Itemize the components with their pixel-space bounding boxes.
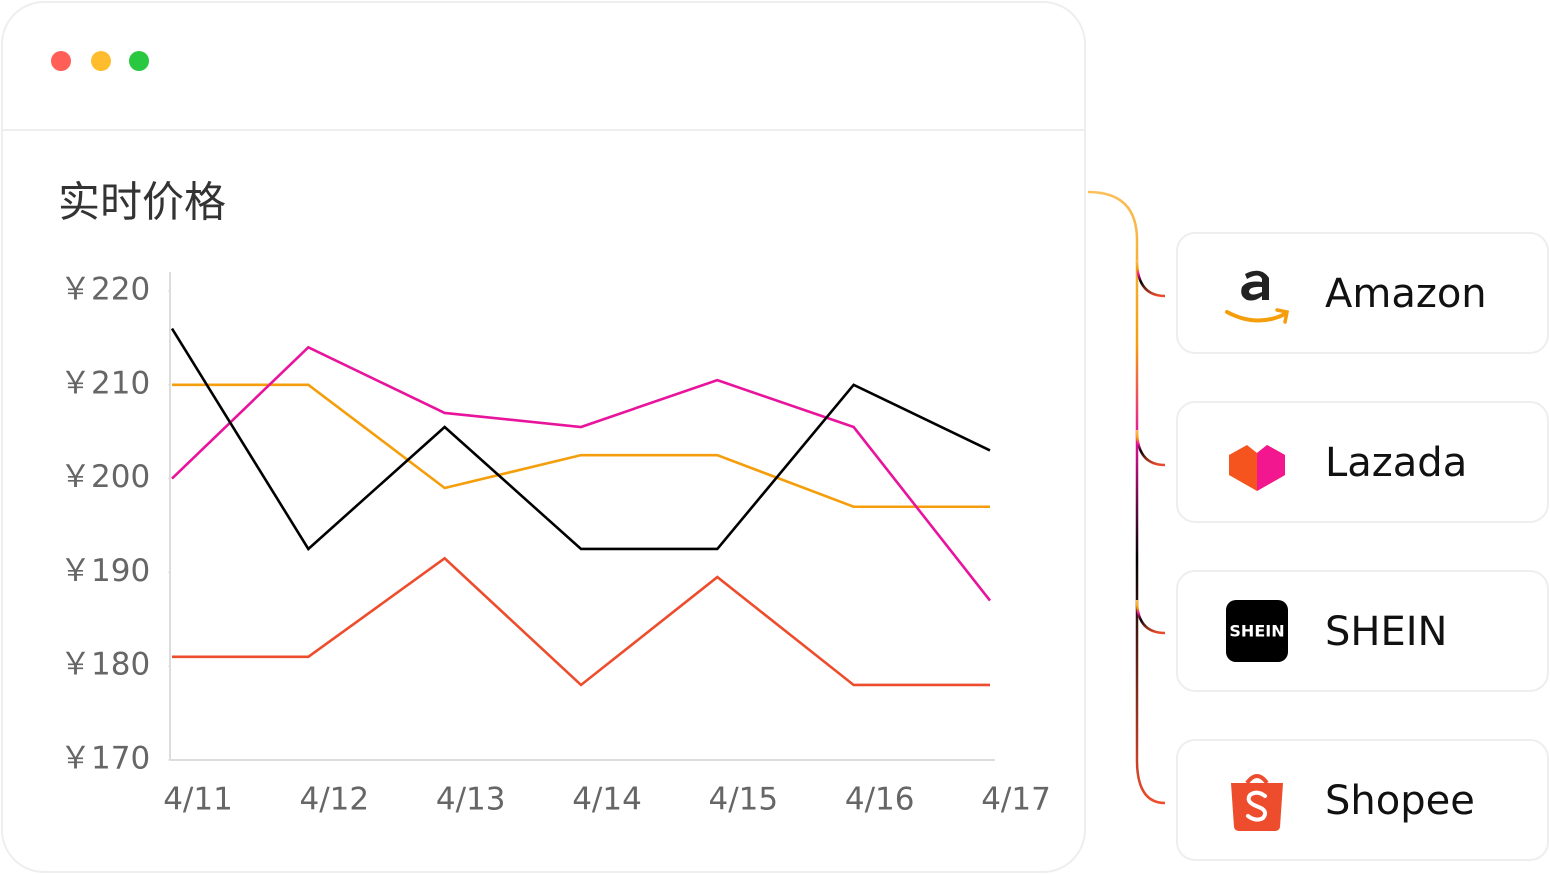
window-maximize[interactable] [129,51,149,71]
legend-item [1176,401,1549,523]
legend: Amazon Lazada SHEIN Shopee [1176,232,1549,861]
shein-logo-text: SHEIN [1229,622,1284,641]
window-close[interactable] [51,51,71,71]
window-minimize[interactable] [91,51,111,71]
lazada-logo [1229,445,1285,491]
amazon-logo [1225,270,1290,324]
legend-label: Shopee [1325,778,1475,824]
x-tick-label: 4/17 [981,782,1051,818]
price-line [170,327,991,551]
legend-item [1176,232,1549,354]
x-tick-label: 4/16 [845,782,915,818]
shein-logo: SHEIN [1226,600,1288,662]
y-tick-label: ￥210 [60,365,150,401]
y-tick-label: ￥170 [60,741,150,777]
price-line [172,556,990,687]
legend-label: SHEIN [1325,609,1447,655]
x-tick-label: 4/14 [572,782,642,818]
legend-label: Amazon [1325,271,1487,317]
x-tick-label: 4/15 [709,782,779,818]
x-tick-label: 4/13 [436,782,506,818]
y-tick-label: ￥200 [60,459,150,495]
price-line [172,383,990,509]
window [1,1,1086,873]
chart-title: 实时价格 [58,178,226,227]
price-line [171,345,992,602]
connector-tree [1087,190,1166,805]
y-tick-label: ￥220 [60,272,150,308]
legend-label: Lazada [1325,440,1467,486]
x-tick-label: 4/12 [300,782,370,818]
shopee-logo [1231,774,1283,831]
y-tick-label: ￥180 [60,647,150,683]
y-tick-label: ￥190 [60,553,150,589]
x-tick-label: 4/11 [163,782,233,818]
